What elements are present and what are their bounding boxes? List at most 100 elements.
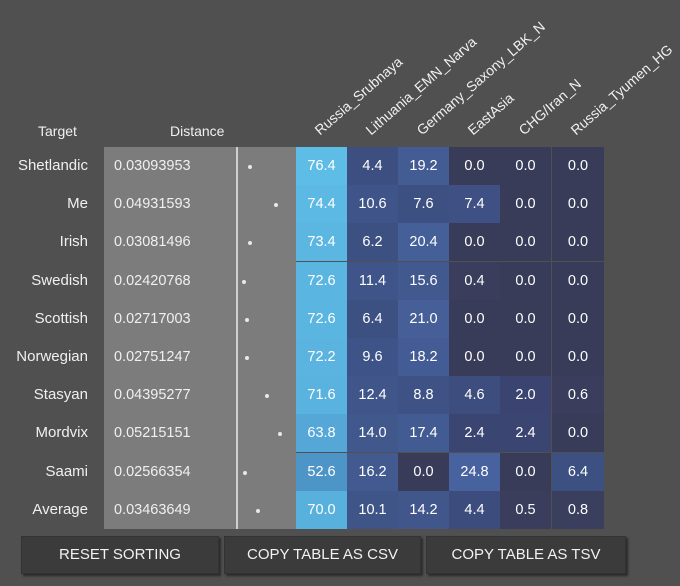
table-cell: 19.2 (398, 147, 449, 185)
row-distance-value: 0.04931593 (114, 196, 191, 213)
table-cell: 0.0 (500, 452, 551, 491)
table-row: Shetlandic 0.03093953 76.4 4.4 19.2 0.0 0.0 0.0 (0, 147, 680, 185)
row-distance-value: 0.05215151 (114, 425, 191, 442)
distance-dot (244, 317, 249, 322)
distance-dot (278, 432, 282, 437)
copy-csv-button[interactable]: COPY TABLE AS CSV (224, 536, 421, 574)
row-distance-value: 0.02717003 (114, 310, 191, 327)
row-target-name: Me (67, 195, 88, 213)
table-row: Scottish 0.02717003 72.6 6.4 21.0 0.0 0.0 0.0 (0, 299, 680, 338)
table-cell: 11.4 (347, 261, 398, 300)
distance-dot (274, 203, 279, 208)
row-target-name: Average (32, 500, 88, 518)
table-cell: 0.0 (552, 299, 604, 338)
column-header[interactable]: Russia_Tyumen_HG (567, 41, 676, 139)
table-row: Swedish 0.02420768 72.6 11.4 15.6 0.4 0.0 0.0 (0, 261, 680, 300)
row-distance-value: 0.02566354 (114, 463, 191, 480)
table-cell: 0.0 (449, 223, 500, 262)
table-cell: 24.8 (449, 452, 500, 491)
table-row: Average 0.03463649 70.0 10.1 14.2 4.4 0.5 0.8 (0, 490, 680, 529)
distance-dot (248, 165, 253, 169)
row-target-name: Mordvix (35, 424, 88, 442)
table-cell: 0.8 (552, 490, 604, 529)
table-cell: 15.6 (398, 261, 449, 300)
table-cell: 0.0 (552, 223, 604, 262)
table-cell: 0.0 (449, 299, 500, 338)
table-cell: 0.0 (552, 147, 604, 185)
copy-tsv-button[interactable]: COPY TABLE AS TSV (426, 536, 626, 574)
table-row: Mordvix 0.05215151 63.8 14.0 17.4 2.4 2.4 0.0 (0, 414, 680, 453)
table-cell: 76.4 (296, 147, 347, 185)
header-target[interactable]: Target (38, 123, 77, 139)
distance-dot (255, 508, 260, 513)
table-cell: 0.0 (449, 147, 500, 185)
header-distance[interactable]: Distance (170, 123, 225, 139)
table-cell: 0.0 (500, 261, 551, 300)
table-cell: 72.6 (296, 261, 347, 300)
table-cell: 74.4 (296, 185, 347, 224)
table-cell: 63.8 (296, 414, 347, 453)
table-cell: 20.4 (398, 223, 449, 262)
row-distance-value: 0.03463649 (114, 501, 191, 518)
table-cell: 0.0 (552, 338, 604, 376)
distance-axis-line (236, 147, 238, 529)
column-header[interactable]: Russia_Srubnaya (311, 53, 406, 138)
row-target-name: Shetlandic (17, 157, 88, 174)
distance-dot (243, 470, 248, 475)
table-row: Norwegian 0.02751247 72.2 9.6 18.2 0.0 0.0 0.0 (0, 338, 680, 376)
table-cell: 0.5 (500, 490, 551, 529)
reset-sorting-button[interactable]: RESET SORTING (21, 536, 219, 574)
table-cell: 72.6 (296, 299, 347, 338)
table-cell: 72.2 (296, 338, 347, 376)
table-cell: 14.2 (398, 490, 449, 529)
table-cell: 0.4 (449, 261, 500, 300)
table-cell: 4.4 (347, 147, 398, 185)
table-cell: 4.4 (449, 490, 500, 529)
table-row: Me 0.04931593 74.4 10.6 7.6 7.4 0.0 0.0 (0, 185, 680, 224)
table-cell: 2.4 (500, 414, 551, 453)
table-cell: 0.0 (500, 185, 551, 224)
distance-column-background (104, 147, 296, 529)
table-cell: 10.6 (347, 185, 398, 224)
row-target-name: Norwegian (16, 348, 88, 365)
column-header[interactable]: EastAsia (464, 89, 517, 138)
table-row: Saami 0.02566354 52.6 16.2 0.0 24.8 0.0 6.4 (0, 452, 680, 491)
table-cell: 18.2 (398, 338, 449, 376)
table-cell: 7.4 (449, 185, 500, 224)
row-target-name: Scottish (34, 309, 88, 327)
row-target-name: Stasyan (33, 386, 88, 404)
distance-dot (248, 241, 253, 246)
table-cell: 12.4 (347, 376, 398, 415)
table-cell: 4.6 (449, 376, 500, 415)
table-cell: 0.0 (500, 299, 551, 338)
table-cell: 2.4 (449, 414, 500, 453)
table-cell: 0.0 (552, 414, 604, 453)
row-target-name: Swedish (31, 271, 88, 289)
table-cell: 21.0 (398, 299, 449, 338)
table-cell: 6.2 (347, 223, 398, 262)
table-cell: 6.4 (552, 452, 604, 491)
table-cell: 7.6 (398, 185, 449, 224)
table-cell: 2.0 (500, 376, 551, 415)
row-distance-value: 0.03093953 (114, 158, 191, 174)
row-distance-value: 0.02751247 (114, 349, 191, 365)
table-row: Stasyan 0.04395277 71.6 12.4 8.8 4.6 2.0 0.6 (0, 376, 680, 415)
table-cell: 71.6 (296, 376, 347, 415)
table-cell: 0.0 (500, 147, 551, 185)
distance-dot (264, 394, 269, 399)
table-cell: 0.0 (500, 338, 551, 376)
table-cell: 73.4 (296, 223, 347, 262)
row-target-name: Irish (59, 233, 88, 251)
distance-dot (245, 356, 250, 360)
table-cell: 0.0 (500, 223, 551, 262)
table-cell: 0.0 (398, 452, 449, 491)
distance-dot (241, 279, 246, 284)
table-cell: 10.1 (347, 490, 398, 529)
row-distance-value: 0.03081496 (114, 234, 191, 251)
table-cell: 9.6 (347, 338, 398, 376)
table-cell: 52.6 (296, 452, 347, 491)
table-cell: 17.4 (398, 414, 449, 453)
table-cell: 16.2 (347, 452, 398, 491)
table-cell: 0.0 (552, 185, 604, 224)
row-target-name: Saami (45, 462, 88, 480)
